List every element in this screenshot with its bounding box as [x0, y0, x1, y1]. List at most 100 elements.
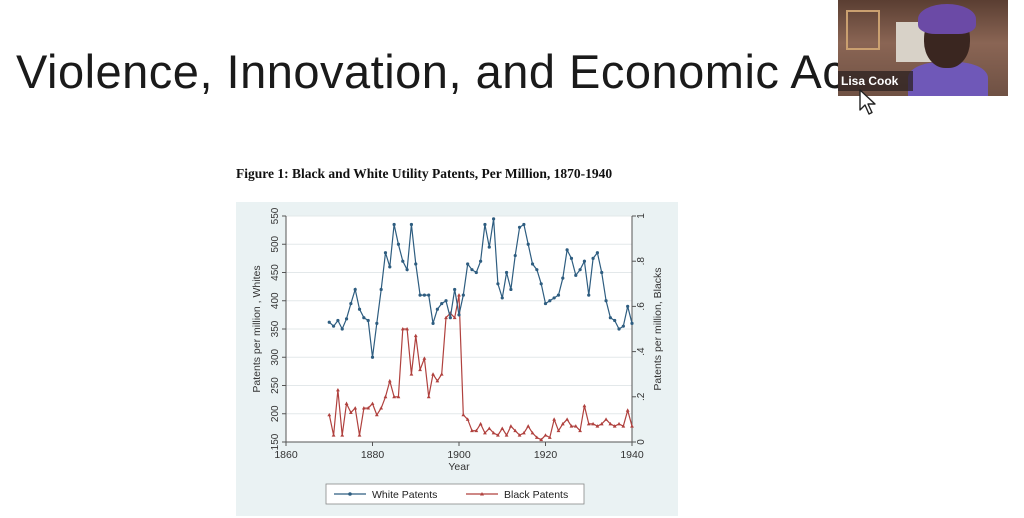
black-patents-point — [361, 406, 366, 410]
black-patents-point — [573, 424, 578, 428]
white-patents-point — [349, 301, 353, 306]
white-patents-point — [496, 282, 500, 286]
black-patents-point — [340, 433, 345, 437]
white-patents-point — [440, 301, 444, 306]
x-tick-label: 1900 — [447, 449, 471, 461]
black-patents-point — [457, 293, 461, 297]
black-patents-point — [552, 417, 557, 421]
white-patents-point — [492, 217, 496, 221]
legend-box — [325, 483, 585, 505]
y-tick-label-right: .4 — [636, 347, 647, 356]
white-patents-point — [448, 316, 452, 320]
y-tick-label-right: .2 — [636, 392, 647, 401]
white-patents-point — [457, 313, 461, 317]
white-patents-point — [608, 316, 612, 320]
black-patents-point — [582, 403, 587, 408]
y-tick-label-left: 150 — [270, 433, 281, 450]
x-tick-label: 1880 — [361, 449, 385, 461]
white-patents-point — [556, 293, 561, 297]
black-patents-point — [539, 437, 544, 442]
white-patents-point — [617, 327, 621, 331]
black-patents-point — [461, 412, 466, 417]
white-patents-point — [435, 307, 439, 311]
white-patents-point — [513, 253, 517, 258]
patents-line-chart: 150 200 250 300 350 400 450 500 550 0 .2 .4 .6 .8 1 186… — [251, 207, 664, 505]
white-patents-point — [340, 327, 344, 331]
black-patents-point — [504, 433, 509, 437]
cursor-arrow-icon — [859, 89, 876, 115]
black-patents-point — [348, 410, 353, 415]
y-tick-label-left: 550 — [270, 207, 281, 224]
figure-caption: Figure 1: Black and White Utility Patent… — [236, 166, 613, 181]
participant-hat — [918, 4, 976, 34]
black-patents-point — [327, 412, 332, 417]
black-patents-point — [444, 315, 448, 320]
white-patents-point — [401, 259, 405, 263]
white-patents-point — [552, 296, 556, 300]
black-patents-point — [418, 367, 422, 372]
black-patents-point — [534, 435, 539, 439]
black-patents-point — [396, 394, 401, 399]
white-patents-point — [604, 299, 608, 303]
white-patents-point — [414, 262, 418, 266]
black-patents-point — [405, 327, 409, 331]
black-patents-point — [591, 421, 595, 426]
participant-video-thumbnail[interactable] — [838, 0, 1008, 96]
white-patents-point — [466, 262, 470, 266]
black-patents-point — [612, 424, 617, 428]
legend-label-black: Black Patents — [504, 489, 568, 501]
black-patents-point — [474, 428, 479, 433]
y-tick-label-left: 250 — [270, 377, 281, 394]
white-patents-point — [461, 293, 465, 297]
white-patents-point — [453, 287, 457, 292]
white-patents-point — [582, 259, 587, 263]
white-patents-point — [375, 321, 379, 325]
x-tick-label: 1920 — [534, 449, 558, 461]
white-patents-point — [630, 321, 634, 325]
black-patents-point — [370, 401, 375, 405]
white-patents-point — [483, 222, 487, 227]
black-patents-point — [383, 394, 388, 399]
white-patents-point — [539, 282, 543, 286]
black-patents-point — [556, 428, 561, 433]
white-patents-point — [383, 251, 388, 255]
chart-panel: 150 200 250 300 350 400 450 500 550 0 .2 .4 .6 .8 1 186… — [236, 202, 678, 516]
black-patents-point — [439, 372, 444, 376]
white-patents-point — [366, 318, 370, 323]
white-patents-point — [600, 270, 604, 275]
white-patents-point — [509, 287, 513, 292]
white-patents-point — [500, 296, 504, 300]
black-patents-point — [435, 378, 440, 383]
black-patents-point — [530, 430, 535, 435]
black-patents-point — [630, 424, 634, 428]
black-patents-point — [426, 394, 431, 399]
y-tick-label-left: 350 — [270, 320, 281, 337]
black-patents-point — [344, 401, 349, 405]
white-patents-point — [357, 307, 362, 311]
y-tick-label-left: 200 — [270, 405, 281, 422]
legend-marker-white — [348, 492, 352, 496]
black-patents-point — [560, 421, 565, 426]
black-patents-point — [496, 433, 500, 437]
white-patents-point — [574, 273, 578, 277]
y-tick-label-right: .6 — [636, 302, 647, 311]
black-patents-point — [413, 333, 418, 338]
white-patents-point — [591, 256, 595, 260]
white-patents-point — [504, 270, 509, 275]
black-patents-point — [487, 426, 492, 430]
black-patents-point — [387, 378, 392, 383]
white-patents-point — [474, 270, 478, 275]
white-patents-point — [344, 317, 349, 321]
black-patents-point — [517, 433, 522, 437]
white-patents-point — [613, 318, 617, 323]
white-patents-point — [595, 251, 599, 255]
x-tick-label: 1940 — [620, 449, 644, 461]
white-patents-point — [543, 301, 548, 306]
y-tick-label-left: 300 — [270, 348, 281, 365]
black-patents-point — [465, 417, 470, 421]
white-patents-point — [388, 265, 392, 269]
white-patents-point — [409, 222, 414, 227]
y-axis-title-left: Patents per million , Whites — [251, 265, 263, 392]
black-patents-point — [470, 428, 474, 433]
black-patents-point — [478, 421, 483, 426]
